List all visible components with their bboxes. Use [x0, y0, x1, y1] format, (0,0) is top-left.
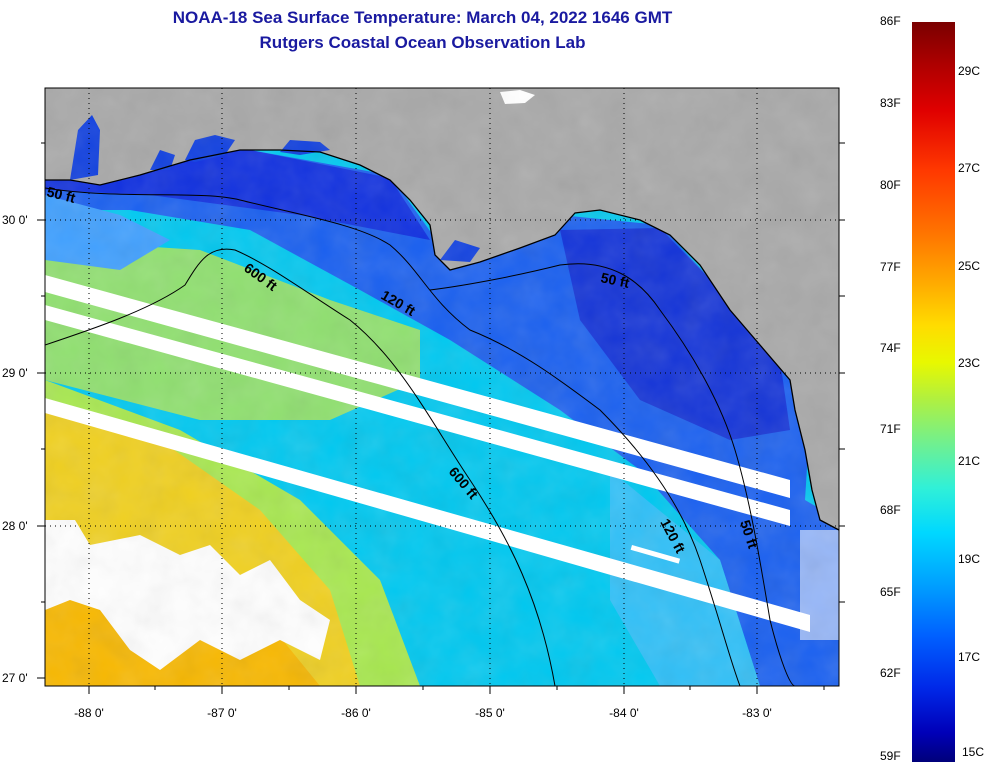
latitude-label: 27 0'	[2, 671, 28, 685]
isobath-50	[429, 263, 796, 686]
longitude-label: -83 0'	[742, 706, 772, 720]
colorbar-c-label: 19C	[958, 552, 981, 566]
coastline	[45, 149, 839, 531]
missing-swath-3	[45, 398, 810, 632]
colorbar-f-label: 62F	[880, 666, 901, 680]
isobath-600	[45, 248, 556, 686]
colorbar-f-label: 71F	[880, 422, 901, 436]
tick-marks	[37, 142, 845, 694]
temperature-colorbar	[912, 22, 955, 762]
chart-subtitle: Rutgers Coastal Ocean Observation Lab	[259, 33, 586, 52]
colorbar-f-label: 77F	[880, 260, 901, 274]
colorbar-c-label: 25C	[958, 259, 981, 273]
missing-fragment	[630, 545, 681, 564]
latitude-label: 30 0'	[2, 213, 28, 227]
colorbar-c-label: 29C	[958, 64, 981, 78]
longitude-label: -84 0'	[609, 706, 639, 720]
longitude-label: -85 0'	[475, 706, 505, 720]
isobath-label: 50 ft	[45, 183, 77, 206]
isobath-label: 50 ft	[599, 269, 631, 291]
map-frame	[44, 87, 840, 687]
missing-swath-1	[45, 275, 790, 498]
colorbar-f-label: 80F	[880, 178, 901, 192]
latitude-label: 28 0'	[2, 519, 28, 533]
latitude-label: 29 0'	[2, 366, 28, 380]
longitude-label: -88 0'	[74, 706, 104, 720]
colorbar-f-label: 86F	[880, 14, 901, 28]
colorbar-f-label: 65F	[880, 585, 901, 599]
longitude-label: -86 0'	[341, 706, 371, 720]
colorbar-c-label: 23C	[958, 356, 981, 370]
colorbar-c-label: 15C	[962, 745, 985, 759]
colorbar-c-label: 17C	[958, 650, 981, 664]
colorbar-c-label: 21C	[958, 454, 981, 468]
colorbar-f-label: 83F	[880, 96, 901, 110]
chart-title: NOAA-18 Sea Surface Temperature: March 0…	[172, 8, 673, 27]
colorbar-f-label: 74F	[880, 341, 901, 355]
colorbar-f-label: 68F	[880, 503, 901, 517]
colorbar-c-label: 27C	[958, 161, 981, 175]
missing-swath-2	[45, 305, 790, 526]
colorbar-f-label: 59F	[880, 749, 901, 763]
longitude-label: -87 0'	[207, 706, 237, 720]
isobath-120	[45, 187, 741, 686]
